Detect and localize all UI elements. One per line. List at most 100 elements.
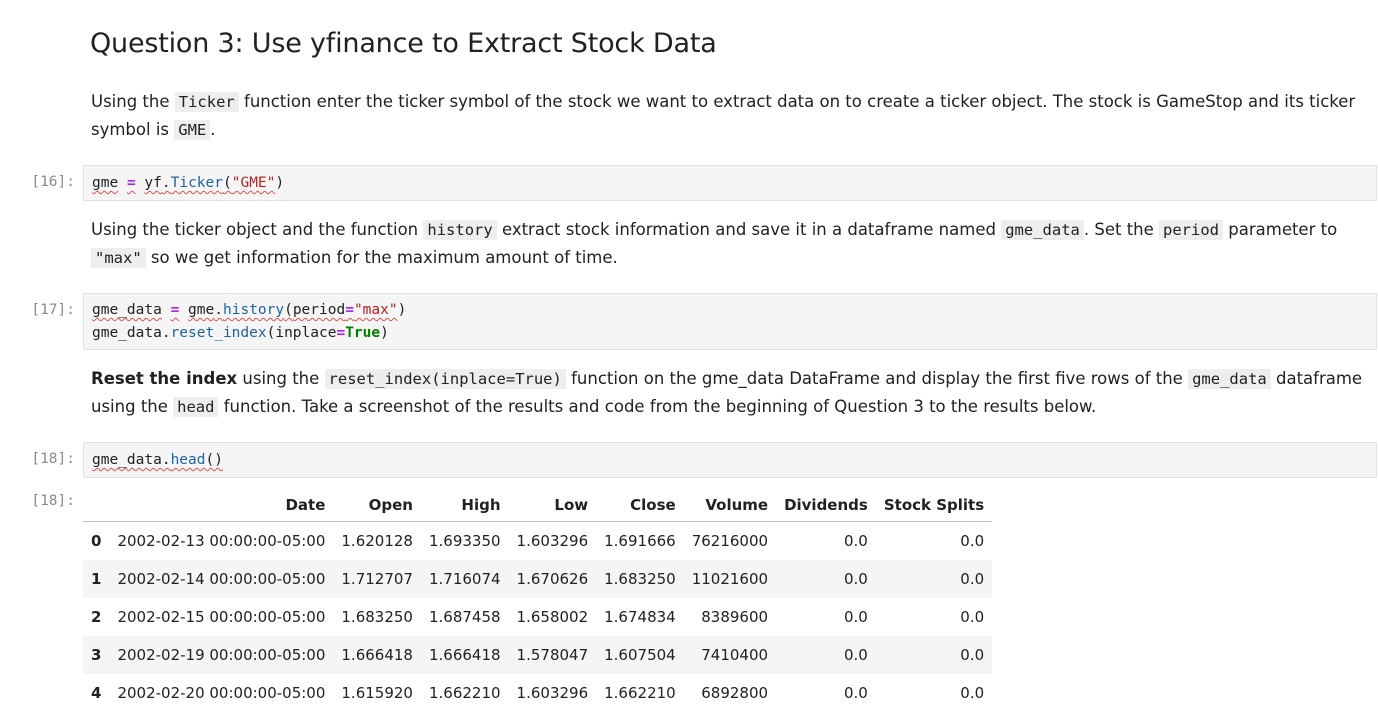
table-cell: 11021600 — [684, 560, 776, 598]
code-token: gme_data — [92, 302, 162, 318]
table-cell: 1.615920 — [333, 674, 421, 712]
cell-prompt: [18]: — [0, 451, 75, 467]
code-token: ) — [398, 302, 407, 318]
table-cell: 1.716074 — [421, 560, 509, 598]
code-token: () — [206, 452, 223, 468]
code-token: gme — [92, 175, 118, 191]
text: function enter the ticker symbol of the … — [91, 92, 1355, 139]
text: . — [210, 120, 215, 139]
table-cell: 2002-02-15 00:00:00-05:00 — [109, 598, 333, 636]
table-cell: 1.693350 — [421, 522, 509, 561]
code-cell-16[interactable]: gme = yf.Ticker("GME") — [83, 165, 1377, 201]
table-cell: 1.620128 — [333, 522, 421, 561]
table-cell: 1.603296 — [509, 522, 597, 561]
row-index: 3 — [83, 636, 109, 674]
code-cell-17[interactable]: gme_data = gme.history(period="max") gme… — [83, 293, 1377, 350]
table-cell: 0.0 — [776, 674, 876, 712]
table-cell: 0.0 — [876, 636, 992, 674]
code-token: "max" — [354, 302, 398, 318]
table-cell: 1.683250 — [333, 598, 421, 636]
table-cell: 2002-02-19 00:00:00-05:00 — [109, 636, 333, 674]
text: Using the ticker object and the function — [91, 220, 423, 239]
code-token: gme_data — [92, 325, 162, 341]
column-header: High — [421, 488, 509, 522]
table-cell: 1.674834 — [596, 598, 684, 636]
table-cell: 0.0 — [876, 522, 992, 561]
inline-code: "max" — [91, 248, 146, 268]
code-token: = — [336, 325, 345, 341]
column-header: Date — [109, 488, 333, 522]
table-cell: 2002-02-13 00:00:00-05:00 — [109, 522, 333, 561]
column-header: Open — [333, 488, 421, 522]
row-index: 4 — [83, 674, 109, 712]
code-token — [118, 175, 127, 191]
code-token: ) — [380, 325, 389, 341]
column-header: Close — [596, 488, 684, 522]
table-cell: 1.666418 — [421, 636, 509, 674]
table-cell: 1.666418 — [333, 636, 421, 674]
table-cell: 6892800 — [684, 674, 776, 712]
table-cell: 1.658002 — [509, 598, 597, 636]
code-token: ( — [284, 302, 293, 318]
code-token: yf — [144, 175, 161, 191]
code-line[interactable]: gme = yf.Ticker("GME") — [92, 172, 284, 195]
text: so we get information for the maximum am… — [146, 248, 618, 267]
code-token: head — [171, 452, 206, 468]
table-cell: 0.0 — [776, 560, 876, 598]
code-line[interactable]: gme_data = gme.history(period="max") — [92, 299, 406, 322]
code-line[interactable]: gme_data.head() — [92, 449, 223, 472]
table-cell: 1.712707 — [333, 560, 421, 598]
table-cell: 7410400 — [684, 636, 776, 674]
column-header: Volume — [684, 488, 776, 522]
text: using the — [237, 369, 324, 388]
table-cell: 8389600 — [684, 598, 776, 636]
code-token: gme — [188, 302, 214, 318]
table-cell: 0.0 — [876, 674, 992, 712]
code-line[interactable]: gme_data.reset_index(inplace=True) — [92, 322, 389, 345]
code-token — [162, 302, 171, 318]
section-heading: Question 3: Use yfinance to Extract Stoc… — [90, 28, 717, 59]
code-token: Ticker — [171, 175, 223, 191]
code-token: gme_data — [92, 452, 162, 468]
table-cell: 1.670626 — [509, 560, 597, 598]
bold-text: Reset the index — [91, 369, 237, 388]
dataframe-output-table: Date Open High Low Close Volume Dividend… — [83, 488, 992, 712]
code-token: . — [214, 302, 223, 318]
table-cell: 1.691666 — [596, 522, 684, 561]
table-cell: 1.683250 — [596, 560, 684, 598]
table-cell: 1.607504 — [596, 636, 684, 674]
code-token: = — [127, 175, 136, 191]
column-header — [83, 488, 109, 522]
code-token: reset_index — [171, 325, 267, 341]
inline-code: gme_data — [1188, 369, 1271, 389]
inline-code: history — [423, 220, 496, 240]
code-token: . — [162, 452, 171, 468]
text: extract stock information and save it in… — [497, 220, 1001, 239]
code-token: "GME" — [232, 175, 276, 191]
inline-code: Ticker — [175, 92, 239, 112]
table-cell: 2002-02-14 00:00:00-05:00 — [109, 560, 333, 598]
table-cell: 0.0 — [776, 636, 876, 674]
table-cell: 1.662210 — [596, 674, 684, 712]
code-token: True — [345, 325, 380, 341]
table-cell: 1.687458 — [421, 598, 509, 636]
table-header-row: Date Open High Low Close Volume Dividend… — [83, 488, 992, 522]
code-token: ( — [223, 175, 232, 191]
column-header: Low — [509, 488, 597, 522]
table-cell: 2002-02-20 00:00:00-05:00 — [109, 674, 333, 712]
code-token: inplace — [275, 325, 336, 341]
inline-code: head — [173, 397, 218, 417]
table-cell: 1.578047 — [509, 636, 597, 674]
row-index: 2 — [83, 598, 109, 636]
code-token: history — [223, 302, 284, 318]
table-cell: 0.0 — [876, 560, 992, 598]
code-token: = — [171, 302, 180, 318]
code-token: ) — [275, 175, 284, 191]
column-header: Stock Splits — [876, 488, 992, 522]
code-token: . — [162, 325, 171, 341]
inline-code: GME — [174, 120, 210, 140]
table-row: 2 2002-02-15 00:00:00-05:00 1.683250 1.6… — [83, 598, 992, 636]
row-index: 0 — [83, 522, 109, 561]
code-cell-18[interactable]: gme_data.head() — [83, 442, 1377, 478]
table-row: 1 2002-02-14 00:00:00-05:00 1.712707 1.7… — [83, 560, 992, 598]
